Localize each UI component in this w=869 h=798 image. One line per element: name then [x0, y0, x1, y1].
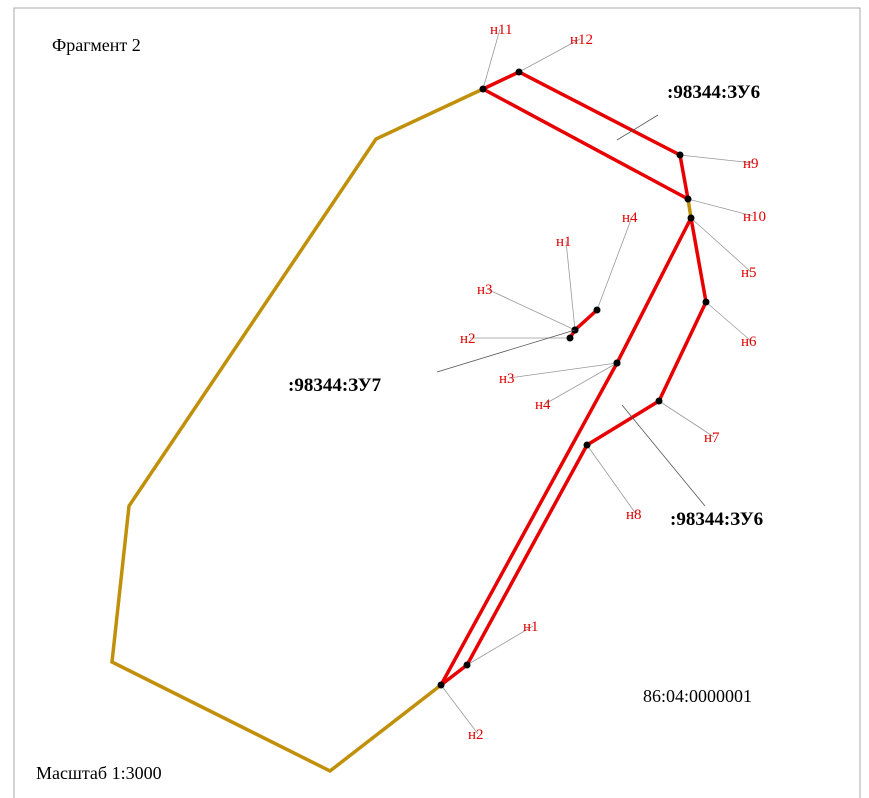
- point-label: н4: [535, 397, 551, 413]
- leader-line: [508, 362, 618, 379]
- leader-line: [440, 684, 479, 735]
- scale-label: Масштаб 1:3000: [36, 763, 162, 783]
- point-label: н8: [626, 507, 642, 523]
- vertex: [583, 441, 591, 449]
- point-label: н3: [477, 282, 493, 298]
- fragment-title: Фрагмент 2: [52, 35, 141, 55]
- parcel-outline: [479, 70, 691, 203]
- leader-line: [486, 288, 576, 331]
- parcel-label: :98344:ЗУ7: [288, 375, 382, 396]
- vertex: [566, 334, 574, 342]
- leader-line: [596, 216, 633, 311]
- parcel-outline: [439, 217, 708, 687]
- parcel-label: :98344:ЗУ6: [667, 82, 760, 103]
- leader-line: [705, 301, 752, 342]
- leader-line: [544, 362, 618, 405]
- leader-line: [687, 198, 754, 217]
- vertex: [593, 306, 601, 314]
- vertex: [676, 151, 684, 159]
- vertex: [515, 68, 523, 76]
- point-label: н4: [622, 210, 638, 226]
- point-label: н6: [741, 334, 757, 350]
- vertex: [684, 195, 692, 203]
- vertex: [613, 359, 621, 367]
- point-label: н1: [523, 619, 539, 635]
- parcel-leader: [436, 329, 576, 373]
- point-label: н12: [570, 32, 593, 48]
- leader-line: [679, 154, 754, 164]
- point-label: н3: [499, 371, 515, 387]
- leader-line: [518, 38, 581, 73]
- leader-line: [658, 400, 715, 438]
- vertex: [655, 397, 663, 405]
- point-label: н2: [468, 727, 484, 743]
- labels: н11 н12 н9 н10 н5 н6 н7 н8 н3 н4 н1 н2 н1 н2 н3 н4 :9834…: [288, 22, 766, 743]
- point-label: н10: [743, 209, 766, 225]
- vertex: [702, 298, 710, 306]
- vertex: [687, 214, 695, 222]
- leader-line: [586, 444, 637, 515]
- boundary: [110, 87, 484, 774]
- leader-line: [690, 217, 752, 273]
- parcel-leader: [621, 404, 706, 507]
- vertex: [463, 661, 471, 669]
- point-label: н9: [743, 156, 759, 172]
- parcel-label: :98344:ЗУ6: [670, 509, 763, 530]
- vertex: [437, 681, 445, 689]
- vertex: [479, 85, 487, 93]
- parcel-leader: [616, 114, 659, 141]
- leader-line: [466, 625, 534, 666]
- leader-line: [482, 28, 501, 90]
- frame: [13, 7, 861, 798]
- point-label: н7: [704, 430, 720, 446]
- leader-line: [565, 240, 576, 331]
- cadastral-block: 86:04:0000001: [643, 686, 752, 706]
- point-label: н2: [460, 331, 476, 347]
- point-label: н1: [556, 234, 572, 250]
- point-label: н11: [490, 22, 512, 38]
- point-label: н5: [741, 265, 757, 281]
